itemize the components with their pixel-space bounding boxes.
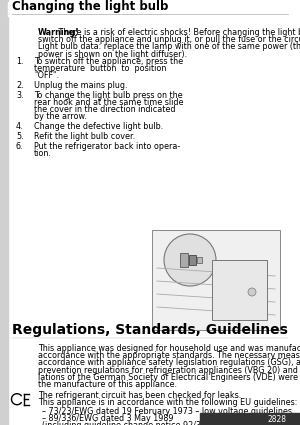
Text: Refit the light bulb cover.: Refit the light bulb cover. (34, 132, 135, 141)
Text: – 89/336/EWG dated 3 May 1989: – 89/336/EWG dated 3 May 1989 (42, 414, 173, 423)
Text: This appliance is in accordance with the following EU guidelines:: This appliance is in accordance with the… (38, 398, 297, 408)
Text: 2828: 2828 (267, 414, 286, 423)
Text: accordance with appliance safety legislation regulations (GSG), accident: accordance with appliance safety legisla… (38, 358, 300, 367)
Bar (8, 2, 292, 16)
Text: by the arrow.: by the arrow. (34, 112, 87, 122)
Text: Regulations, Standards, Guidelines: Regulations, Standards, Guidelines (12, 323, 288, 337)
Text: çĔ: çĔ (16, 393, 18, 394)
Text: Changing the light bulb: Changing the light bulb (12, 0, 168, 12)
Text: "OFF".: "OFF". (34, 71, 59, 80)
Bar (0, 0, 8, 425)
Text: (including guideline change notice 92/31/EWG) – EMV guideline: (including guideline change notice 92/31… (42, 421, 297, 425)
Text: To change the light bulb press on the: To change the light bulb press on the (34, 91, 183, 100)
Circle shape (164, 234, 216, 286)
Text: the manufacture of this appliance.: the manufacture of this appliance. (38, 380, 177, 389)
Text: the cover in the direction indicated: the cover in the direction indicated (34, 105, 176, 114)
Text: Change the defective light bulb.: Change the defective light bulb. (34, 122, 163, 131)
Text: The refrigerant circuit has been checked for leaks.: The refrigerant circuit has been checked… (38, 391, 241, 400)
Bar (189, 255, 196, 265)
Text: temperature  button  to  position: temperature button to position (34, 64, 167, 73)
Bar (212, 260, 267, 320)
Text: Put the refrigerator back into opera-: Put the refrigerator back into opera- (34, 142, 180, 150)
Text: This appliance was designed for household use and was manufactured in: This appliance was designed for househol… (38, 344, 300, 353)
Text: accordance with the appropriate standards. The necessary measures in: accordance with the appropriate standard… (38, 351, 300, 360)
Text: switch off the appliance and unplug it, or pull the fuse or the circuit breaker.: switch off the appliance and unplug it, … (38, 35, 300, 44)
Bar (197, 257, 202, 263)
Text: prevention regulations for refrigeration appliances (VBG 20) and the regu-: prevention regulations for refrigeration… (38, 366, 300, 374)
Text: 5.: 5. (16, 132, 24, 141)
Text: – 73/23/EWG dated 19 February 1973 – low voltage guidelines.: – 73/23/EWG dated 19 February 1973 – low… (42, 407, 295, 416)
Bar (180, 253, 188, 267)
Text: 4.: 4. (16, 122, 23, 131)
Circle shape (248, 288, 256, 296)
Text: There is a risk of electric shocks! Before changing the light bulb,: There is a risk of electric shocks! Befo… (56, 28, 300, 37)
Text: Warning!: Warning! (38, 28, 80, 37)
Bar (200, 413, 300, 425)
Text: Unplug the mains plug.: Unplug the mains plug. (34, 81, 128, 90)
Text: To switch off the appliance, press the: To switch off the appliance, press the (34, 57, 183, 66)
Text: 2.: 2. (16, 81, 24, 90)
Text: Light bulb data: replace the lamp with one of the same power (the maximum: Light bulb data: replace the lamp with o… (38, 42, 300, 51)
Bar (152, 230, 280, 330)
Text: 1.: 1. (16, 57, 23, 66)
Text: 6.: 6. (16, 142, 23, 150)
Text: rear hook and at the same time slide: rear hook and at the same time slide (34, 98, 184, 107)
Text: tion.: tion. (34, 149, 52, 158)
Text: 3.: 3. (16, 91, 23, 100)
Text: power is shown on the light diffuser).: power is shown on the light diffuser). (38, 50, 187, 59)
Text: lations of the German Society of Electrical Engineers (VDE) were observed in: lations of the German Society of Electri… (38, 373, 300, 382)
